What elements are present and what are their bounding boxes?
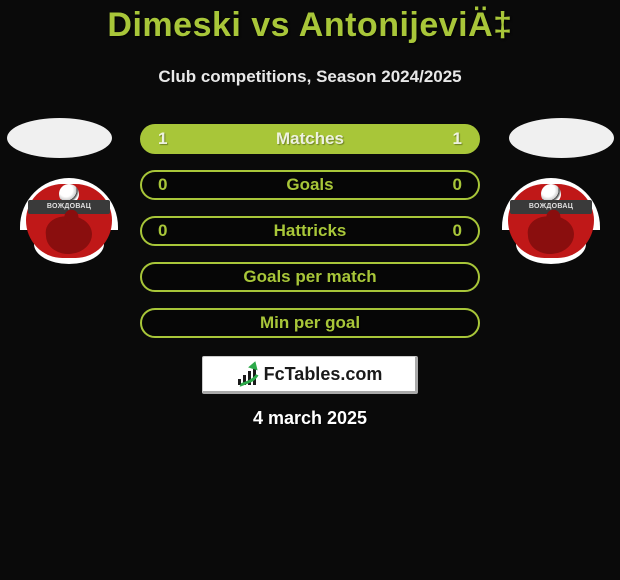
stat-label: Matches xyxy=(142,129,478,149)
stat-label: Goals per match xyxy=(158,267,462,287)
stats-panel: 1 Matches 1 0 Goals 0 0 Hattricks 0 Goal… xyxy=(140,124,480,354)
stat-label: Min per goal xyxy=(158,313,462,333)
club-badge-right: ВОЖДОВАЦ xyxy=(502,178,600,264)
subtitle: Club competitions, Season 2024/2025 xyxy=(0,67,620,87)
player-photo-placeholder-left xyxy=(7,118,112,158)
stat-row-goals-per-match: Goals per match xyxy=(140,262,480,292)
stat-label: Hattricks xyxy=(142,221,478,241)
watermark: FcTables.com xyxy=(202,356,418,394)
club-badge-left: ВОЖДОВАЦ xyxy=(20,178,118,264)
page-title: Dimeski vs AntonijeviÄ‡ xyxy=(0,0,620,45)
stat-row-matches: 1 Matches 1 xyxy=(140,124,480,154)
stat-label: Goals xyxy=(142,175,478,195)
fctables-logo-icon xyxy=(236,363,260,385)
stat-row-hattricks: 0 Hattricks 0 xyxy=(140,216,480,246)
stat-row-min-per-goal: Min per goal xyxy=(140,308,480,338)
player-photo-placeholder-right xyxy=(509,118,614,158)
watermark-text: FcTables.com xyxy=(264,364,383,385)
stat-row-goals: 0 Goals 0 xyxy=(140,170,480,200)
date-text: 4 march 2025 xyxy=(0,408,620,429)
